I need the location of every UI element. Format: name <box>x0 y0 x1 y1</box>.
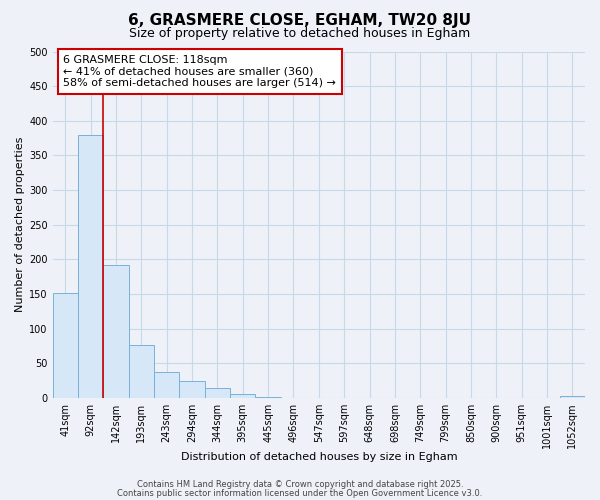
Text: Contains HM Land Registry data © Crown copyright and database right 2025.: Contains HM Land Registry data © Crown c… <box>137 480 463 489</box>
Bar <box>53 292 78 398</box>
Text: 6 GRASMERE CLOSE: 118sqm
← 41% of detached houses are smaller (360)
58% of semi-: 6 GRASMERE CLOSE: 118sqm ← 41% of detach… <box>63 55 336 88</box>
Text: 6, GRASMERE CLOSE, EGHAM, TW20 8JU: 6, GRASMERE CLOSE, EGHAM, TW20 8JU <box>128 12 472 28</box>
Bar <box>230 394 256 398</box>
Bar <box>256 396 281 398</box>
Text: Size of property relative to detached houses in Egham: Size of property relative to detached ho… <box>130 28 470 40</box>
Bar <box>205 388 230 398</box>
Bar <box>78 134 103 398</box>
Text: Contains public sector information licensed under the Open Government Licence v3: Contains public sector information licen… <box>118 488 482 498</box>
Bar <box>179 380 205 398</box>
Y-axis label: Number of detached properties: Number of detached properties <box>15 137 25 312</box>
Bar <box>154 372 179 398</box>
Bar <box>129 344 154 398</box>
Bar <box>560 396 585 398</box>
Bar <box>103 265 129 398</box>
X-axis label: Distribution of detached houses by size in Egham: Distribution of detached houses by size … <box>181 452 457 462</box>
